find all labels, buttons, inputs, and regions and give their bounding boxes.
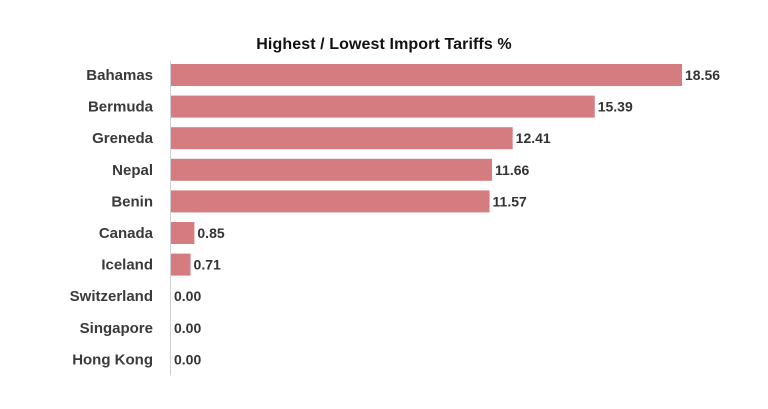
bar bbox=[171, 64, 682, 86]
value-label: 0.00 bbox=[174, 288, 201, 304]
value-label: 11.66 bbox=[495, 162, 529, 178]
chart-title: Highest / Lowest Import Tariffs % bbox=[256, 36, 512, 53]
category-label: Singapore bbox=[80, 320, 153, 337]
category-label: Hong Kong bbox=[72, 351, 153, 368]
category-label: Canada bbox=[99, 225, 154, 242]
bars-group: Bahamas 18.56 Bermuda 15.39 Greneda 12.41 Nepa… bbox=[70, 64, 720, 368]
category-label: Switzerland bbox=[70, 288, 153, 305]
bar bbox=[171, 190, 490, 213]
value-label: 15.39 bbox=[598, 99, 633, 115]
value-label: 18.56 bbox=[685, 67, 720, 83]
category-label: Benin bbox=[111, 193, 153, 210]
category-label: Bahamas bbox=[86, 67, 153, 84]
category-label: Bermuda bbox=[88, 99, 154, 116]
category-label: Greneda bbox=[92, 130, 154, 147]
value-label: 12.41 bbox=[516, 130, 551, 146]
value-label: 0.00 bbox=[174, 320, 201, 336]
bar bbox=[171, 222, 195, 244]
value-label: 0.71 bbox=[194, 257, 221, 273]
value-label: 0.00 bbox=[174, 351, 201, 367]
bar bbox=[171, 158, 493, 181]
value-label: 0.85 bbox=[197, 225, 224, 241]
bar bbox=[171, 253, 191, 276]
value-label: 11.57 bbox=[493, 193, 527, 209]
category-label: Iceland bbox=[101, 257, 153, 274]
bar bbox=[171, 95, 595, 118]
bar bbox=[171, 127, 513, 150]
category-label: Nepal bbox=[112, 162, 153, 179]
